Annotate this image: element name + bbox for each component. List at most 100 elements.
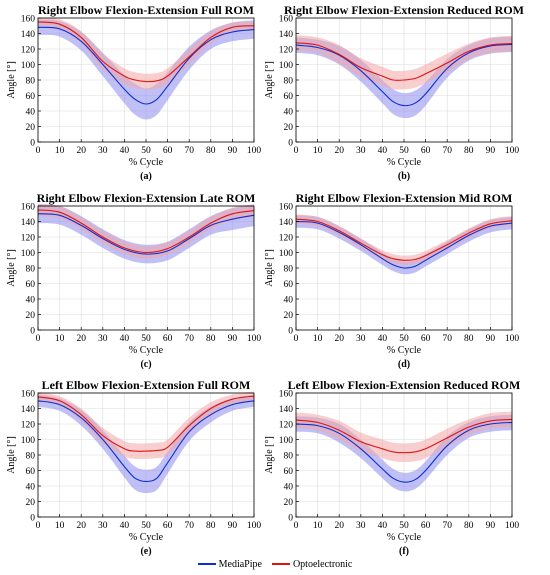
x-tick-label: 20 (334, 334, 344, 344)
y-tick-label: 160 (279, 14, 294, 24)
x-tick-label: 0 (294, 334, 299, 344)
panel-letter: (e) (140, 546, 151, 557)
y-axis-label: Angle [°] (264, 61, 275, 99)
chart-panel-1: 0 20 40 60 80 100 120 140 160 0 10 20 30 40 50 60 70 80 90… (264, 3, 524, 182)
panel-title: Right Elbow Flexion-Extension Reduced RO… (284, 3, 524, 17)
y-axis-label: Angle [°] (264, 249, 275, 287)
x-tick-label: 100 (247, 521, 262, 531)
x-tick-label: 50 (399, 146, 409, 156)
y-tick-label: 20 (26, 498, 36, 508)
x-tick-label: 40 (120, 334, 130, 344)
legend-label-mediapipe: MediaPipe (218, 558, 262, 570)
y-tick-label: 20 (284, 123, 294, 133)
x-tick-label: 90 (228, 334, 238, 344)
series-line-optoelectronic (37, 21, 255, 83)
x-tick-label: 40 (378, 521, 388, 531)
x-tick-label: 50 (399, 334, 409, 344)
x-tick-label: 20 (76, 146, 86, 156)
x-tick-label: 70 (442, 146, 452, 156)
y-tick-label: 160 (21, 202, 36, 212)
x-tick-label: 100 (247, 334, 262, 344)
x-axis-label: % Cycle (387, 157, 422, 168)
legend: MediaPipe Optoelectronic (0, 555, 550, 573)
panel-letter: (b) (398, 171, 410, 182)
x-tick-label: 60 (163, 146, 173, 156)
band-optoelectronic (296, 214, 512, 265)
x-axis-label: % Cycle (387, 532, 422, 543)
y-axis-label: Angle [°] (6, 436, 17, 474)
y-tick-label: 40 (26, 107, 36, 117)
series-line-mediapipe (37, 213, 255, 255)
x-tick-label: 60 (421, 334, 431, 344)
y-tick-label: 120 (21, 420, 36, 430)
x-axis-label: % Cycle (129, 345, 164, 356)
x-tick-label: 50 (399, 521, 409, 531)
x-tick-label: 10 (313, 334, 323, 344)
x-tick-label: 20 (334, 146, 344, 156)
x-tick-label: 50 (141, 146, 151, 156)
panel-title: Right Elbow Flexion-Extension Late ROM (37, 191, 256, 205)
panel-title: Left Elbow Flexion-Extension Full ROM (42, 378, 251, 392)
band-optoelectronic (38, 203, 254, 259)
panel-letter: (d) (398, 359, 410, 370)
x-tick-label: 100 (505, 146, 520, 156)
x-tick-label: 40 (378, 146, 388, 156)
chart-panel-4: 0 20 40 60 80 100 120 140 160 0 10 20 30 40 50 60 70 80 90… (6, 378, 261, 557)
y-tick-label: 140 (21, 405, 36, 415)
x-tick-label: 70 (184, 334, 194, 344)
chart-panel-3: 0 20 40 60 80 100 120 140 160 0 10 20 30 40 50 60 70 80 90… (264, 191, 519, 370)
y-tick-label: 160 (279, 202, 294, 212)
legend-item-mediapipe: MediaPipe (197, 558, 262, 570)
x-tick-label: 80 (464, 146, 474, 156)
y-tick-label: 80 (284, 264, 294, 274)
x-tick-label: 40 (120, 521, 130, 531)
y-tick-label: 120 (279, 420, 294, 430)
y-tick-label: 0 (30, 513, 35, 523)
y-tick-label: 100 (21, 249, 36, 259)
panel-title: Right Elbow Flexion-Extension Full ROM (38, 3, 254, 17)
y-tick-label: 160 (279, 389, 294, 399)
y-tick-label: 20 (26, 123, 36, 133)
x-tick-label: 90 (486, 334, 496, 344)
panel-title: Right Elbow Flexion-Extension Mid ROM (296, 191, 513, 205)
y-tick-label: 60 (284, 467, 294, 477)
x-tick-label: 30 (356, 334, 366, 344)
y-tick-label: 0 (30, 138, 35, 148)
y-tick-label: 140 (279, 218, 294, 228)
y-tick-label: 140 (21, 30, 36, 40)
y-axis-label: Angle [°] (6, 61, 17, 99)
legend-item-optoelectronic: Optoelectronic (271, 558, 353, 570)
y-tick-label: 80 (284, 451, 294, 461)
x-tick-label: 80 (464, 521, 474, 531)
x-tick-label: 70 (442, 334, 452, 344)
y-tick-label: 20 (284, 311, 294, 321)
y-tick-label: 80 (26, 76, 36, 86)
x-tick-label: 30 (356, 146, 366, 156)
legend-label-optoelectronic: Optoelectronic (292, 558, 353, 570)
y-axis-label: Angle [°] (264, 436, 275, 474)
x-tick-label: 90 (228, 146, 238, 156)
y-tick-label: 100 (279, 61, 294, 71)
band-optoelectronic (38, 18, 254, 90)
x-tick-label: 0 (294, 146, 299, 156)
y-tick-label: 60 (284, 92, 294, 102)
x-tick-label: 80 (464, 334, 474, 344)
x-tick-label: 10 (55, 334, 65, 344)
band-optoelectronic (296, 411, 512, 462)
x-tick-label: 80 (206, 334, 216, 344)
y-tick-label: 100 (279, 249, 294, 259)
legend-swatch-optoelectronic (271, 563, 290, 565)
panel-title: Left Elbow Flexion-Extension Reduced ROM (288, 378, 521, 392)
y-tick-label: 100 (21, 436, 36, 446)
x-tick-label: 100 (247, 146, 262, 156)
x-tick-label: 60 (163, 334, 173, 344)
x-tick-label: 100 (505, 334, 520, 344)
y-tick-label: 80 (26, 264, 36, 274)
x-tick-label: 20 (76, 521, 86, 531)
y-tick-label: 160 (21, 389, 36, 399)
panel-letter: (f) (399, 546, 409, 557)
x-tick-label: 30 (98, 334, 108, 344)
y-tick-label: 100 (279, 436, 294, 446)
x-tick-label: 0 (36, 521, 41, 531)
